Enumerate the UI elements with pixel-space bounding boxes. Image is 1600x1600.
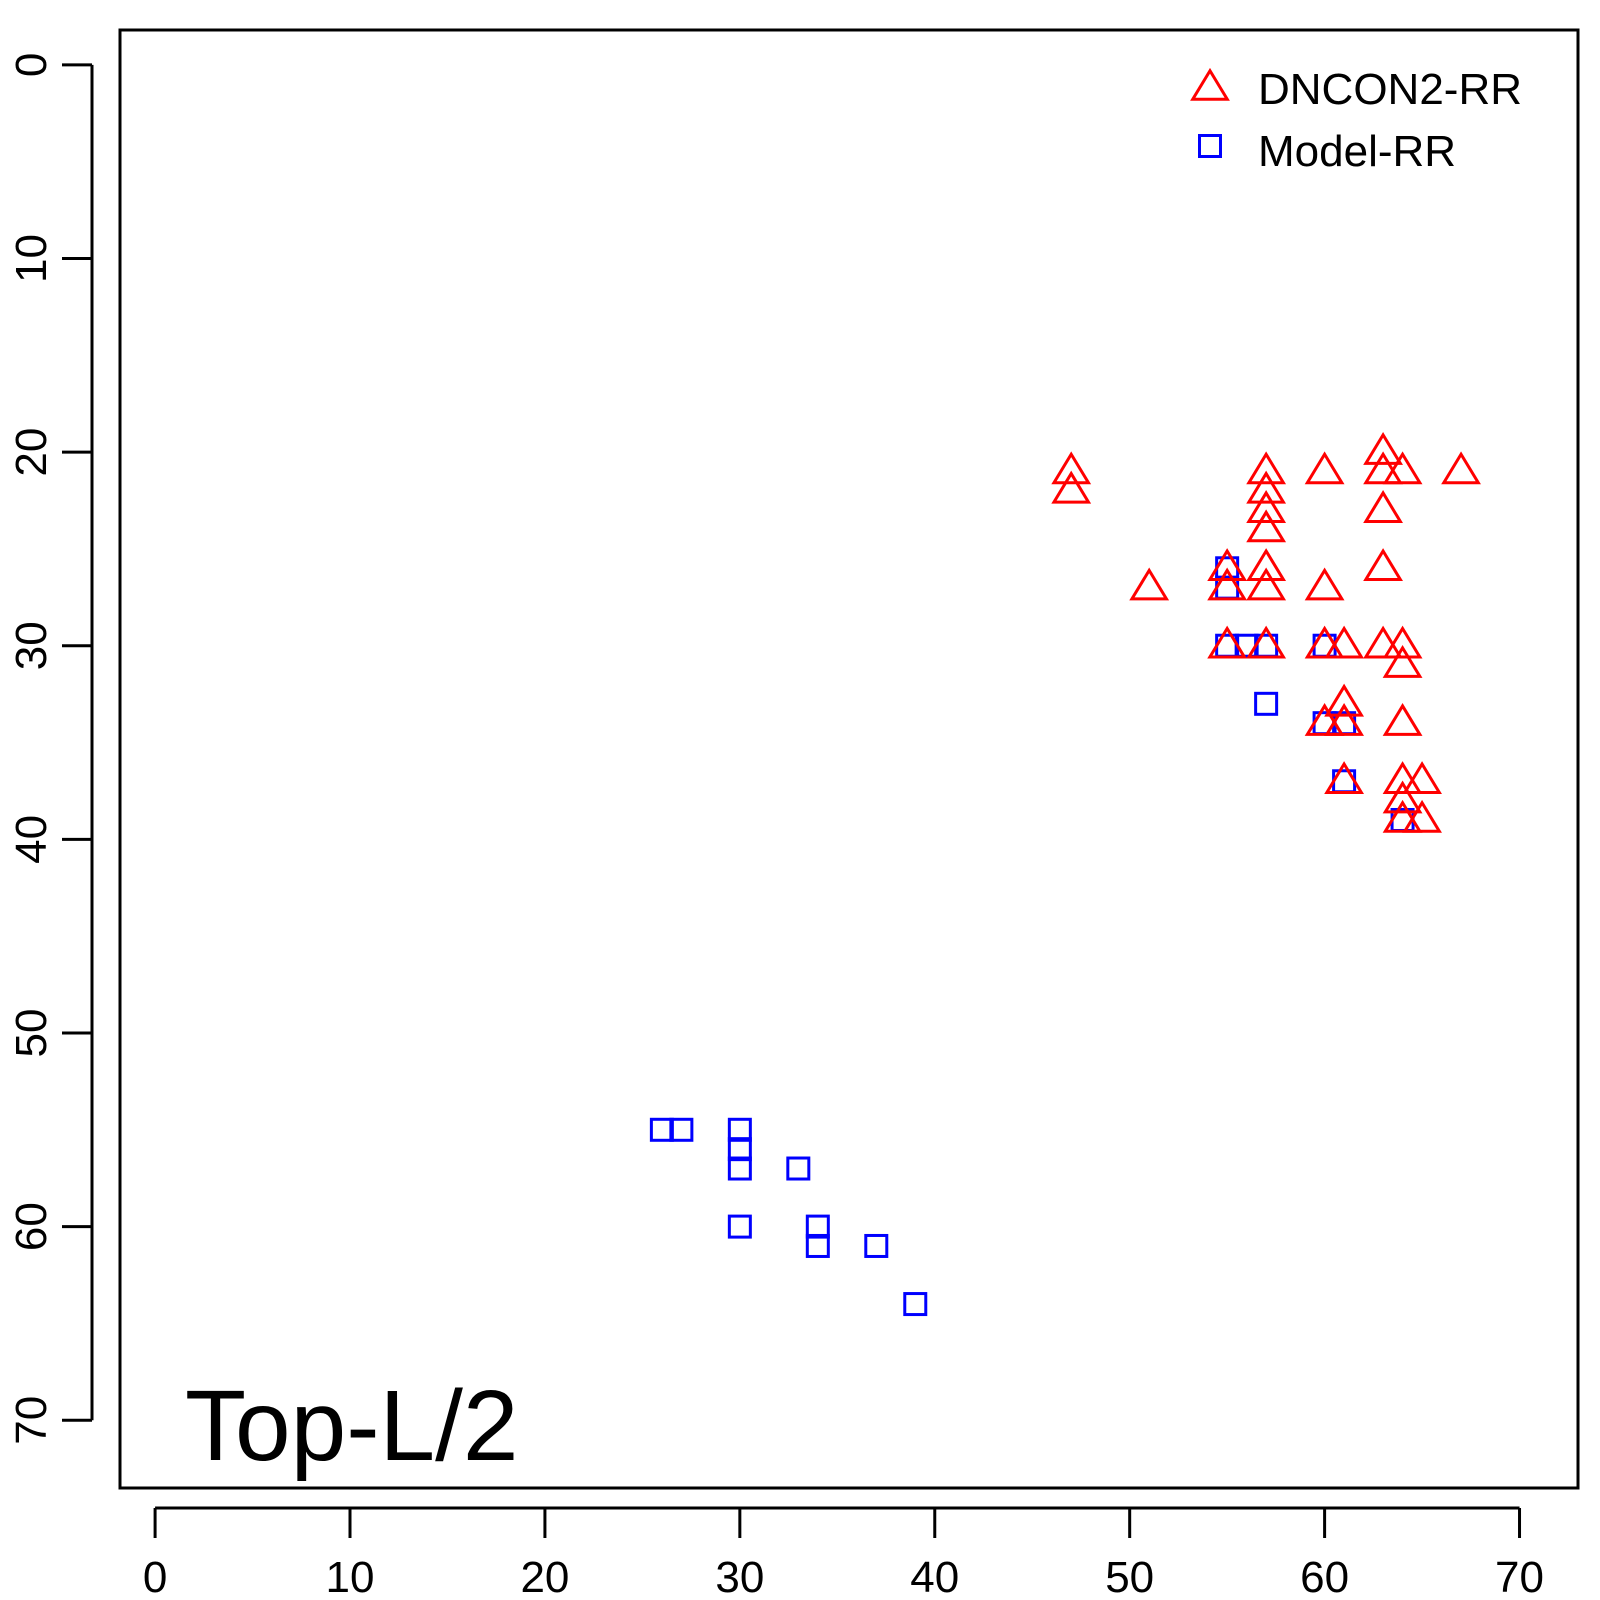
y-tick-label: 60	[7, 1202, 56, 1251]
data-point-square	[1254, 691, 1279, 716]
data-point-triangle	[1304, 567, 1345, 601]
data-point-square	[805, 1214, 830, 1239]
y-axis: 0 10 20 30 40 50 60 70	[7, 53, 94, 1445]
data-point-triangle	[1304, 625, 1345, 659]
data-point-triangle	[1382, 644, 1423, 678]
legend-label: Model-RR	[1258, 127, 1456, 176]
data-point-square	[727, 1156, 752, 1181]
data-point-triangle	[1382, 451, 1423, 485]
legend-triangle-icon	[1190, 67, 1230, 101]
data-point-triangle	[1246, 548, 1287, 582]
data-point-triangle	[1441, 451, 1481, 485]
data-point-triangle	[1402, 799, 1442, 833]
data-point-triangle	[1382, 703, 1423, 736]
legend-label: DNCON2-RR	[1258, 65, 1522, 114]
data-point-square	[864, 1233, 889, 1258]
x-tick-label: 60	[1300, 1553, 1349, 1600]
y-tick-label: 70	[7, 1396, 56, 1445]
x-tick-label: 0	[143, 1553, 167, 1600]
data-point-square	[669, 1117, 694, 1142]
data-point-triangle	[1363, 490, 1403, 523]
y-tick-label: 20	[7, 428, 56, 477]
data-point-triangle	[1246, 509, 1287, 543]
data-point-triangle	[1246, 490, 1287, 523]
data-point-square	[727, 1214, 752, 1239]
data-point-triangle	[1051, 451, 1092, 485]
legend-square-icon	[1198, 134, 1222, 158]
panel-annotation: Top-L/2	[185, 1370, 519, 1482]
x-tick-label: 10	[326, 1553, 375, 1600]
data-point-triangle	[1324, 683, 1365, 717]
data-point-triangle	[1363, 451, 1403, 485]
x-tick-label: 30	[715, 1553, 764, 1600]
data-point-triangle	[1324, 761, 1365, 795]
x-tick-label: 50	[1105, 1553, 1154, 1600]
data-point-square	[805, 1233, 830, 1258]
data-point-triangle	[1382, 761, 1423, 795]
data-point-triangle	[1382, 625, 1423, 659]
data-point-triangle	[1402, 761, 1442, 795]
data-point-triangle	[1363, 625, 1403, 659]
data-point-square	[727, 1137, 752, 1162]
y-tick-label: 50	[7, 1009, 56, 1058]
data-point-triangle	[1246, 567, 1287, 601]
x-axis: 0 10 20 30 40 50 60 70	[143, 1506, 1544, 1600]
data-point-triangle	[1246, 470, 1287, 504]
data-points	[649, 431, 1481, 1317]
x-tick-label: 40	[910, 1553, 959, 1600]
series-square	[649, 556, 1415, 1317]
plot-frame	[118, 28, 1580, 1490]
y-tick-label: 0	[7, 53, 56, 77]
data-point-triangle	[1051, 470, 1092, 504]
data-point-square	[649, 1117, 674, 1142]
data-point-square	[727, 1117, 752, 1142]
data-point-triangle	[1382, 799, 1423, 833]
y-tick-label: 30	[7, 621, 56, 670]
data-point-triangle	[1304, 451, 1345, 485]
data-point-triangle	[1363, 431, 1403, 465]
data-point-triangle	[1382, 780, 1423, 814]
data-point-triangle	[1363, 548, 1403, 582]
data-point-triangle	[1207, 625, 1248, 659]
data-point-triangle	[1324, 703, 1365, 736]
data-point-square	[903, 1292, 928, 1317]
data-point-square	[786, 1156, 811, 1181]
data-point-triangle	[1207, 567, 1248, 601]
series-triangle	[1051, 431, 1481, 833]
data-point-triangle	[1129, 567, 1170, 601]
data-point-triangle	[1246, 451, 1287, 485]
data-point-triangle	[1324, 625, 1365, 659]
x-tick-label: 20	[520, 1553, 569, 1600]
data-point-triangle	[1304, 703, 1345, 736]
x-tick-label: 70	[1495, 1553, 1544, 1600]
y-tick-label: 40	[7, 815, 56, 864]
data-point-triangle	[1207, 548, 1248, 582]
y-tick-label: 10	[7, 234, 56, 283]
data-point-triangle	[1246, 625, 1287, 659]
legend: DNCON2-RR Model-RR	[1190, 65, 1522, 176]
